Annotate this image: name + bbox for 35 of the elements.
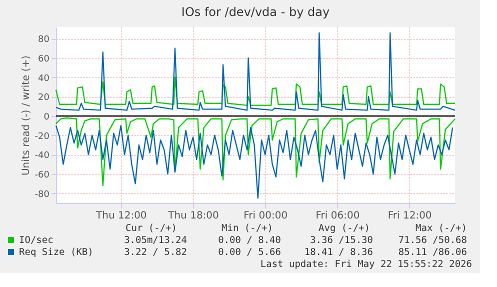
x-tick-label: Thu 12:00 [95, 210, 147, 222]
text: Min (-/+) [222, 223, 273, 234]
legend-label: IO/sec [19, 235, 54, 246]
y-tick-label: -60 [34, 170, 50, 180]
x-tick-label: Fri 06:00 [316, 210, 360, 222]
y-axis-title: Units read (-) / write (+) [20, 55, 32, 176]
y-tick-label: 60 [38, 54, 50, 64]
text: 0.00 / 8.40 [218, 235, 282, 246]
text: 18.41 / 8.36 [304, 247, 374, 258]
x-tick-label: Thu 18:00 [167, 210, 219, 222]
text: 0.00 / 5.66 [218, 247, 282, 258]
chart-title: IOs for /dev/vda - by day [181, 5, 330, 19]
legend-label: Req Size (KB) [19, 247, 94, 258]
y-tick-label: 20 [38, 93, 50, 104]
y-tick-label: -80 [34, 190, 50, 200]
line-series [55, 117, 456, 186]
x-tick-label: Fri 12:00 [388, 210, 432, 222]
text: Avg (-/+) [318, 223, 370, 234]
line-series [55, 76, 456, 106]
text: 3.22 / 5.82 [124, 247, 187, 258]
y-tick-label: 40 [38, 74, 50, 84]
y-tick-label: 0 [44, 112, 50, 122]
x-tick-label: Fri 00:00 [244, 210, 288, 222]
y-tick-label: -20 [34, 132, 50, 142]
text: 3.05m/13.24 [124, 235, 188, 246]
text: 85.11 /86.06 [398, 247, 468, 258]
text: Last update: Fri May 22 15:55:22 2026 [260, 259, 472, 270]
line-series [55, 32, 456, 111]
text: Cur (-/+) [126, 223, 177, 234]
y-tick-label: -40 [34, 151, 50, 162]
line-series [55, 125, 454, 199]
y-tick-label: 80 [38, 35, 50, 46]
text: 71.56 /50.68 [398, 235, 468, 246]
text: Max (-/+) [416, 223, 467, 234]
text: 3.36 /15.30 [310, 235, 374, 246]
